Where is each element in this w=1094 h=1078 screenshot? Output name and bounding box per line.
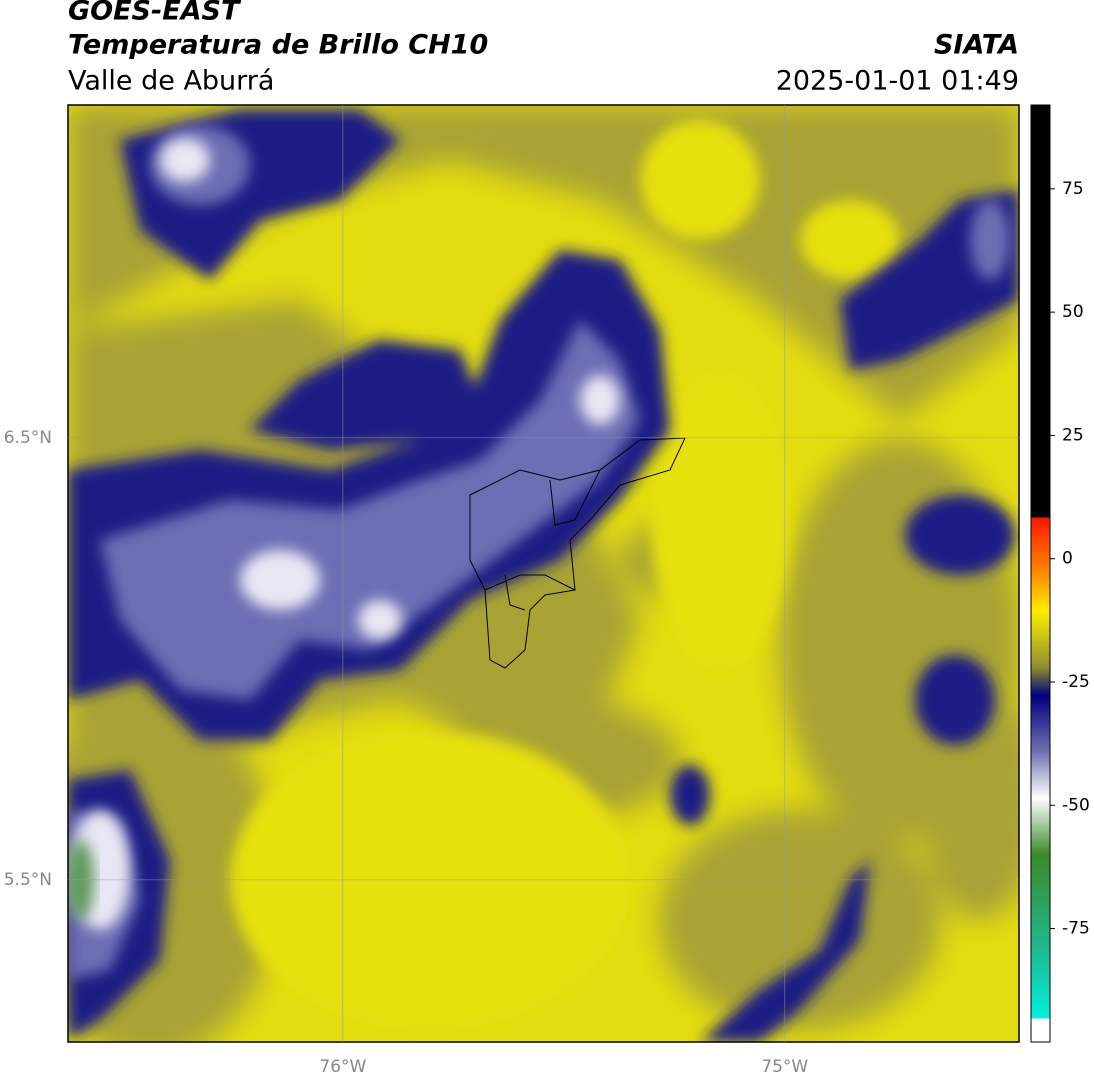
- lat-tick-label: 5.5°N: [4, 870, 52, 890]
- title: GOES-EAST: [68, 0, 242, 27]
- colorbar-tick-label: 25: [1062, 425, 1084, 445]
- datetime: 2025-01-01 01:49: [776, 66, 1019, 97]
- lat-tick-label: 6.5°N: [4, 428, 52, 448]
- map-frame: [67, 104, 1020, 1043]
- colorbar-tick-label: 0: [1062, 549, 1073, 569]
- colorbar-tick-label: -25: [1062, 672, 1090, 692]
- subtitle: Temperatura de Brillo CH10: [68, 30, 488, 61]
- colorbar-tick-label: 75: [1062, 179, 1084, 199]
- municipal-borders: [469, 437, 686, 669]
- satellite-image: [68, 105, 1019, 1042]
- lon-tick-label: 75°W: [761, 1057, 808, 1077]
- lon-tick-label: 76°W: [319, 1057, 366, 1077]
- colorbar-tick-label: 50: [1062, 302, 1084, 322]
- colorbar-tick-label: -75: [1062, 919, 1090, 939]
- colorbar-tick-label: -50: [1062, 795, 1090, 815]
- source: SIATA: [934, 30, 1019, 61]
- region: Valle de Aburrá: [68, 66, 274, 97]
- colorbar: [1030, 104, 1051, 1043]
